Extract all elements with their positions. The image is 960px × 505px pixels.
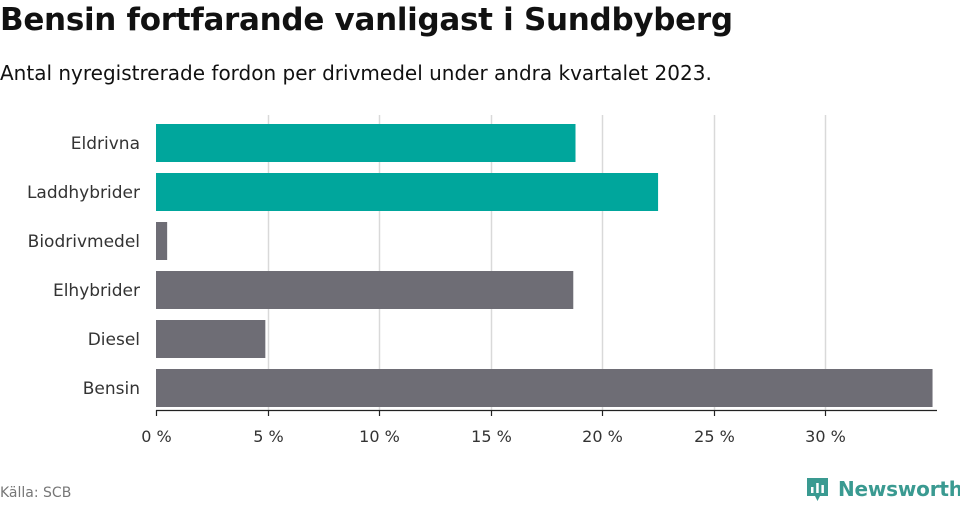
category-label: Diesel (88, 330, 140, 350)
chart-title: Bensin fortfarande vanligast i Sundbyber… (0, 2, 733, 38)
x-tick-label: 10 % (359, 427, 400, 446)
bar-eldrivna (156, 124, 576, 162)
bar-laddhybrider (156, 173, 659, 211)
x-tick-label: 5 % (253, 427, 283, 446)
bar-bensin (156, 369, 933, 407)
category-labels: Eldrivna Laddhybrider Biodrivmedel Elhybrid… (27, 134, 140, 399)
newsworthy-logo: Newsworthy (805, 474, 960, 504)
x-tick-label: 20 % (582, 427, 623, 446)
chart-subtitle: Antal nyregistrerade fordon per drivmede… (0, 61, 712, 85)
bar-elhybrider (156, 271, 574, 309)
category-label: Biodrivmedel (28, 232, 140, 252)
category-label: Elhybrider (53, 281, 140, 301)
bar-biodrivmedel (156, 222, 168, 260)
x-tick-label: 30 % (805, 427, 846, 446)
x-tick-label: 25 % (694, 427, 735, 446)
x-axis: 0 % 5 % 10 % 15 % 20 % 25 % 30 % (141, 409, 937, 446)
bars (156, 124, 933, 407)
x-tick-label: 15 % (471, 427, 512, 446)
category-label: Laddhybrider (27, 183, 140, 203)
x-tick-label: 0 % (141, 427, 171, 446)
bar-chart: 0 % 5 % 10 % 15 % 20 % 25 % 30 % Eldrivna Laddh… (27, 115, 937, 446)
brand-name: Newsworthy (838, 477, 960, 501)
bar-diesel (156, 320, 266, 358)
gridlines (267, 115, 827, 410)
category-label: Bensin (83, 379, 140, 399)
bar-chart-badge-icon (807, 477, 828, 501)
source-note: Källa: SCB (0, 485, 72, 501)
category-label: Eldrivna (71, 134, 140, 154)
